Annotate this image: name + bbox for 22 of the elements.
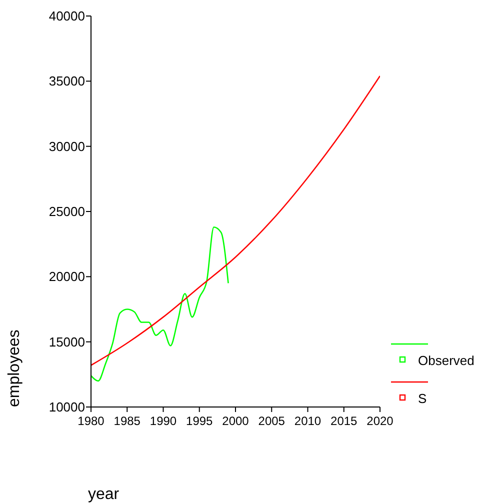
y-tick-label: 30000	[48, 138, 85, 154]
x-tick-label: 1990	[150, 414, 177, 428]
x-tick-label: 1980	[78, 414, 105, 428]
y-tick-label: 15000	[48, 334, 85, 350]
legend-label: Observed	[418, 353, 474, 368]
x-tick-label: 2000	[222, 414, 250, 428]
y-tick-label: 25000	[48, 204, 85, 220]
y-axis-title: employees	[6, 330, 23, 407]
x-tick-label: 2020	[366, 414, 394, 428]
legend-label: S	[418, 391, 427, 406]
x-tick-label: 2010	[294, 414, 322, 428]
y-tick-label: 10000	[48, 400, 85, 415]
y-tick-label: 35000	[48, 74, 85, 89]
y-tick-label: 20000	[48, 269, 85, 284]
x-tick-label: 2005	[258, 414, 286, 428]
x-tick-label: 2015	[330, 414, 358, 428]
x-tick-label: 1985	[114, 414, 141, 428]
x-tick-label: 1995	[186, 414, 214, 428]
x-axis-title: year	[88, 486, 120, 503]
line-series	[91, 226, 229, 382]
line-series	[91, 75, 380, 366]
y-tick-label: 40000	[48, 8, 85, 24]
